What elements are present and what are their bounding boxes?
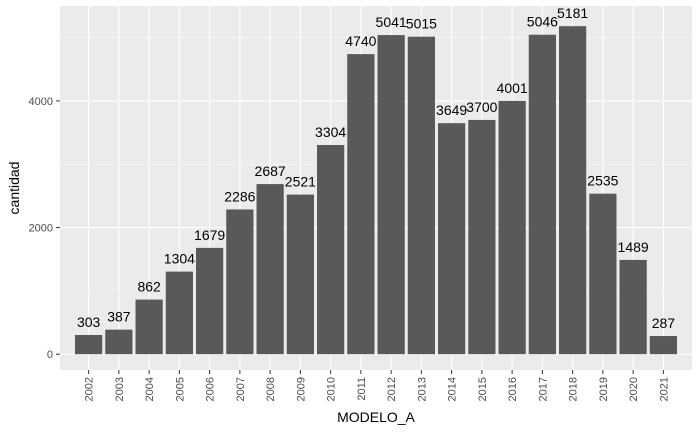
- bar-value-label: 2286: [224, 188, 255, 204]
- x-tick-label: 2007: [235, 377, 247, 401]
- bar-value-label: 862: [137, 279, 161, 295]
- bar-value-label: 3700: [466, 99, 497, 115]
- bar-value-label: 1489: [618, 239, 649, 255]
- bar-value-label: 3649: [436, 102, 467, 118]
- bar: [286, 194, 314, 355]
- bar-value-label: 5046: [527, 14, 558, 30]
- bar: [589, 193, 617, 355]
- bar-value-label: 287: [652, 315, 676, 331]
- plot-panel: [60, 6, 692, 370]
- x-tick-label: 2020: [628, 377, 640, 401]
- bar-value-label: 303: [77, 314, 101, 330]
- data-labels: 303 3878621304167922862687252133044740504…: [77, 5, 675, 331]
- x-tick-label: 2009: [295, 377, 307, 401]
- bar-value-label: 5041: [376, 14, 407, 30]
- x-tick-label: 2008: [265, 377, 277, 401]
- bar-value-label: 3304: [315, 124, 346, 140]
- x-tick-label: 2004: [144, 377, 156, 401]
- bar: [317, 145, 345, 355]
- x-tick-label: 2013: [416, 377, 428, 401]
- bar-value-label: 2535: [587, 173, 618, 189]
- bar-value-label: 2687: [255, 163, 286, 179]
- x-tick-label: 2003: [114, 377, 126, 401]
- x-tick-label: 2002: [84, 377, 96, 401]
- y-axis: 0 2000 4000: [29, 96, 60, 361]
- y-tick-label: 0: [47, 349, 53, 361]
- bar-value-label: 1304: [164, 251, 195, 267]
- bar: [649, 336, 677, 355]
- bar-value-label: 2521: [285, 174, 316, 190]
- bar: [559, 26, 587, 355]
- x-tick-label: 2010: [326, 377, 338, 401]
- x-tick-label: 2015: [477, 377, 489, 401]
- x-tick-label: 2014: [447, 377, 459, 401]
- x-tick-label: 2018: [568, 377, 580, 401]
- bar: [256, 184, 284, 355]
- bar: [528, 34, 556, 355]
- x-tick-label: 2016: [507, 377, 519, 401]
- bar-value-label: 4740: [345, 33, 376, 49]
- bar: [407, 36, 435, 355]
- x-axis: 2002 2003 2004 2005 2006 2007 2008 2009 2010 2011…: [84, 370, 670, 401]
- bar: [105, 329, 133, 355]
- bar: [196, 247, 224, 355]
- y-axis-title: cantidad: [6, 162, 22, 215]
- bar-value-label: 387: [107, 309, 131, 325]
- bar: [226, 209, 254, 355]
- bars: [75, 26, 677, 355]
- grid-minor: [60, 37, 692, 292]
- bar: [438, 123, 466, 355]
- x-tick-label: 2019: [598, 377, 610, 401]
- x-tick-label: 2017: [537, 377, 549, 401]
- x-tick-label: 2005: [174, 377, 186, 401]
- x-tick-label: 2011: [356, 377, 368, 401]
- bar-value-label: 4001: [497, 80, 528, 96]
- y-tick-label: 4000: [29, 96, 53, 108]
- bar: [498, 100, 526, 355]
- x-axis-title: MODELO_A: [337, 409, 415, 425]
- y-tick-label: 2000: [29, 223, 53, 235]
- bar: [135, 299, 163, 355]
- bar: [377, 35, 405, 355]
- x-tick-label: 2012: [386, 377, 398, 401]
- bar: [619, 259, 647, 355]
- bar-value-label: 5015: [406, 16, 437, 32]
- bar: [347, 54, 375, 355]
- bar-value-label: 5181: [557, 5, 588, 21]
- bar-value-label: 1679: [194, 227, 225, 243]
- bar: [75, 334, 103, 355]
- x-tick-label: 2021: [658, 377, 670, 401]
- bar: [468, 119, 496, 355]
- x-tick-label: 2006: [205, 377, 217, 401]
- bar: [165, 271, 193, 355]
